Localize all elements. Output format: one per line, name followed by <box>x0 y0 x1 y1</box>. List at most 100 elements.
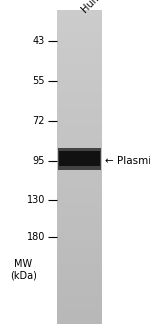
Bar <box>57 73 102 74</box>
Bar <box>57 249 102 251</box>
Bar <box>57 21 102 23</box>
Bar <box>57 147 102 148</box>
Bar <box>57 177 102 178</box>
Bar <box>57 238 102 240</box>
Bar <box>57 16 102 18</box>
Text: Human plasma: Human plasma <box>80 0 140 15</box>
Bar <box>57 208 102 210</box>
Bar <box>57 282 102 283</box>
Bar <box>57 272 102 274</box>
Bar <box>57 76 102 77</box>
Bar <box>57 192 102 194</box>
Bar <box>57 303 102 304</box>
Bar <box>57 74 102 76</box>
Bar <box>57 111 102 112</box>
Bar <box>57 274 102 276</box>
Bar <box>57 183 102 184</box>
Bar <box>57 51 102 52</box>
Bar <box>57 213 102 214</box>
Bar <box>57 298 102 299</box>
Bar <box>57 98 102 100</box>
Bar <box>57 277 102 279</box>
Bar <box>57 296 102 298</box>
Bar <box>57 312 102 313</box>
Bar <box>57 126 102 128</box>
Bar <box>57 156 102 158</box>
Bar <box>57 180 102 181</box>
Bar <box>57 153 102 155</box>
Bar <box>57 280 102 282</box>
Bar <box>57 214 102 216</box>
Bar <box>57 263 102 265</box>
Bar <box>57 18 102 19</box>
Bar <box>57 318 102 320</box>
Bar <box>57 299 102 301</box>
Bar <box>57 15 102 16</box>
Bar <box>57 244 102 246</box>
Text: 55: 55 <box>33 76 45 86</box>
Bar <box>57 32 102 33</box>
Bar <box>57 194 102 195</box>
Bar <box>57 173 102 175</box>
Bar <box>57 164 102 166</box>
Bar <box>57 191 102 192</box>
Bar <box>57 35 102 37</box>
Bar <box>57 136 102 137</box>
Bar <box>57 246 102 247</box>
Bar <box>57 84 102 85</box>
Bar <box>57 159 102 161</box>
Bar <box>57 145 102 147</box>
Bar <box>57 247 102 249</box>
Bar <box>57 134 102 136</box>
Bar <box>57 79 102 81</box>
Bar <box>57 129 102 131</box>
Bar <box>57 46 102 48</box>
Text: 43: 43 <box>33 36 45 46</box>
Bar <box>57 321 102 323</box>
Bar <box>57 310 102 312</box>
Bar <box>57 44 102 46</box>
Text: 72: 72 <box>33 116 45 126</box>
Bar <box>57 200 102 202</box>
Bar <box>57 169 102 170</box>
Bar <box>57 67 102 68</box>
Bar <box>57 23 102 24</box>
Bar <box>57 304 102 306</box>
Bar <box>57 128 102 129</box>
Bar <box>57 40 102 41</box>
Text: 180: 180 <box>27 232 45 242</box>
Bar <box>57 142 102 144</box>
Bar <box>57 306 102 307</box>
Bar <box>57 52 102 54</box>
Bar <box>57 268 102 269</box>
Bar <box>57 225 102 227</box>
Bar <box>57 222 102 224</box>
Bar <box>57 115 102 117</box>
Bar <box>57 207 102 208</box>
Bar <box>57 307 102 308</box>
Bar <box>57 221 102 222</box>
Bar <box>57 131 102 132</box>
Bar <box>57 265 102 266</box>
Bar <box>57 181 102 183</box>
Bar <box>57 241 102 243</box>
Bar <box>57 195 102 197</box>
Bar <box>57 202 102 203</box>
Bar <box>57 259 102 260</box>
Bar <box>57 163 102 164</box>
Bar <box>57 37 102 38</box>
Bar <box>57 140 102 142</box>
Bar <box>57 12 102 13</box>
Bar <box>57 224 102 225</box>
Bar <box>57 254 102 255</box>
Bar <box>57 104 102 106</box>
Bar <box>57 49 102 51</box>
Bar <box>57 158 102 159</box>
Bar <box>57 219 102 220</box>
Bar <box>57 285 102 287</box>
Bar <box>57 228 102 230</box>
Bar <box>57 288 102 290</box>
Bar <box>57 291 102 293</box>
Bar <box>57 243 102 244</box>
Bar <box>57 301 102 303</box>
